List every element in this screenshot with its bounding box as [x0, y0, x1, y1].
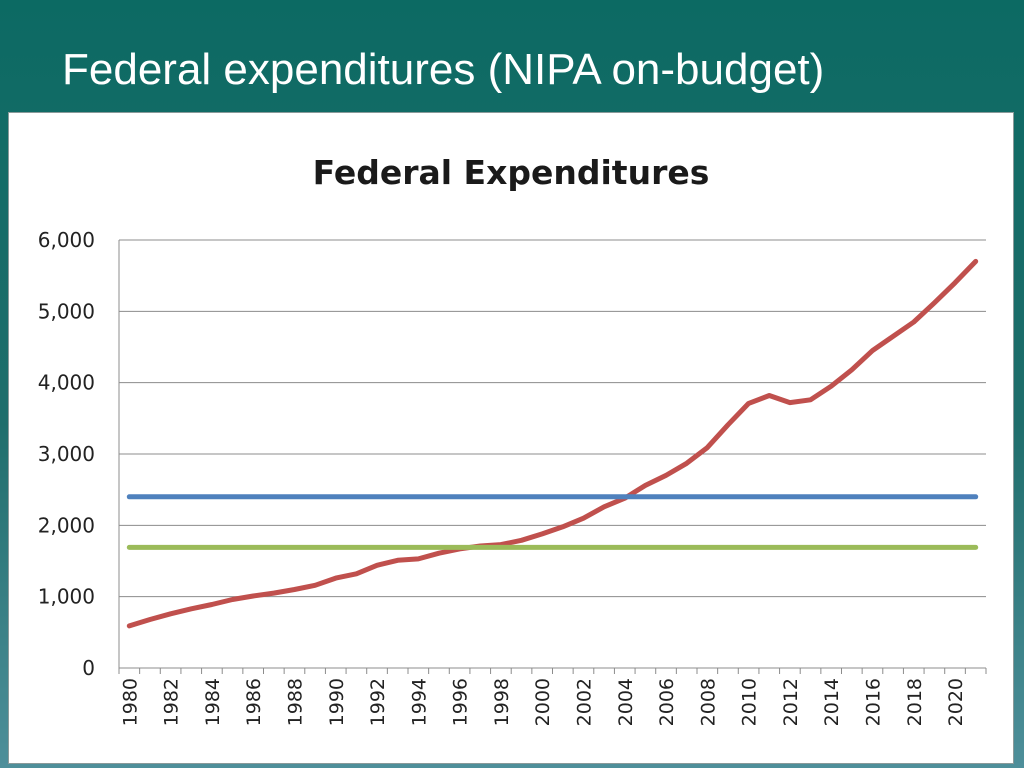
x-tick-label: 1982: [161, 678, 183, 726]
x-tick-label: 2020: [945, 678, 967, 726]
x-tick-label: 1992: [367, 678, 389, 726]
y-tick-label: 3,000: [38, 442, 95, 466]
x-tick-label: 1996: [450, 678, 472, 726]
y-tick-label: 0: [82, 656, 95, 680]
chart-frame: Federal Expenditures 1980 1982 1984 1986 198…: [8, 112, 1014, 764]
chart-title: Federal Expenditures: [312, 153, 710, 192]
x-tick-label: 1988: [284, 678, 306, 726]
y-axis: 0 1,000 2,000 3,000 4,000 5,000 6,000: [38, 228, 120, 680]
y-tick-label: 2,000: [38, 513, 95, 537]
x-tick-label: 2010: [739, 678, 761, 726]
x-tick-label: 1990: [326, 678, 348, 726]
x-tick-label: 2018: [904, 678, 926, 726]
x-tick-label: 1998: [491, 678, 513, 726]
x-tick-label: 2004: [615, 678, 637, 726]
x-tick-label: 1994: [408, 678, 430, 726]
x-tick-label: 1986: [243, 678, 265, 726]
line-chart: 1980 1982 1984 1986 1988 1990 1992 1994 1996 1998…: [38, 228, 987, 726]
x-tick-label: 2014: [821, 678, 843, 726]
x-tick-label: 2012: [780, 678, 802, 726]
x-tick-label: 2016: [862, 678, 884, 726]
x-axis: 1980 1982 1984 1986 1988 1990 1992 1994 1996 1998…: [118, 667, 987, 726]
x-tick-label: 2006: [656, 678, 678, 726]
x-tick-label: 2008: [697, 678, 719, 726]
series-lines: [126, 258, 979, 629]
y-tick-label: 5,000: [38, 299, 95, 323]
x-tick-label: 2002: [573, 678, 595, 726]
slide-title: Federal expenditures (NIPA on-budget): [62, 45, 825, 94]
gridlines: [119, 239, 986, 598]
series-line: [126, 258, 979, 629]
x-tick-label: 1984: [202, 678, 224, 726]
x-tick-label: 1980: [119, 678, 141, 726]
y-tick-label: 6,000: [38, 228, 95, 252]
y-tick-label: 4,000: [38, 371, 95, 395]
y-tick-label: 1,000: [38, 585, 95, 609]
x-tick-label: 2000: [532, 678, 554, 726]
